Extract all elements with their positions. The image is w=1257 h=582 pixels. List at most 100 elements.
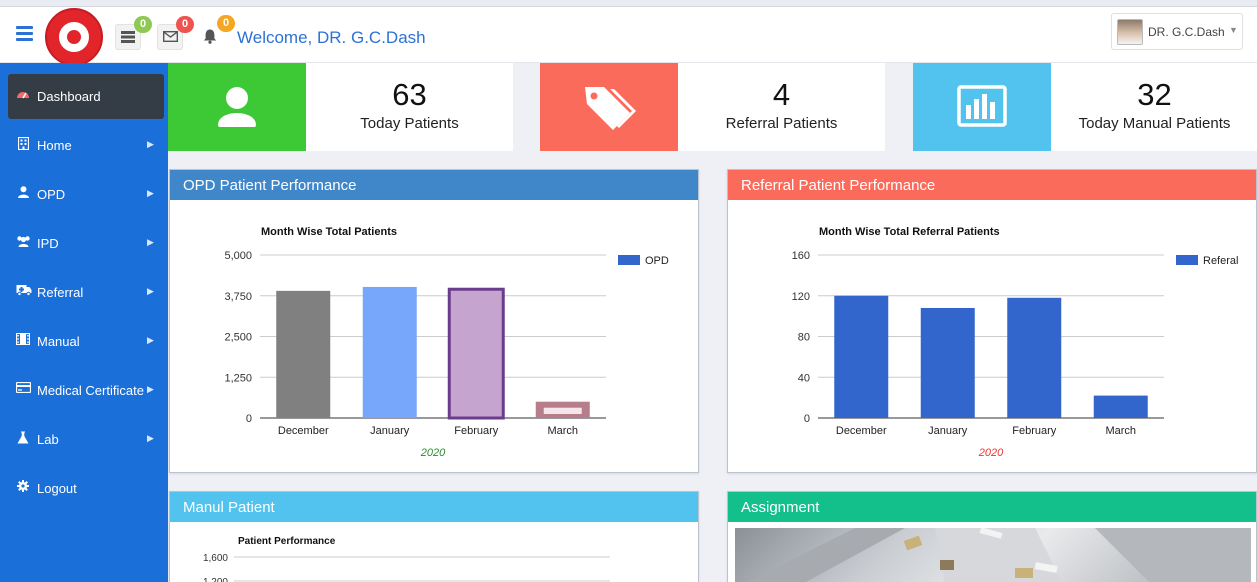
- referral-performance-panel: Referral Patient Performance Month Wise …: [727, 169, 1257, 473]
- panel-title: Manul Patient: [170, 492, 698, 522]
- stat-label: Referral Patients: [725, 115, 838, 132]
- opd-performance-panel: OPD Patient Performance Month Wise Total…: [169, 169, 699, 473]
- chart-bar: [834, 295, 889, 418]
- stat-card-today-patients[interactable]: 63 Today Patients: [168, 63, 513, 151]
- indian-railways-logo[interactable]: [45, 8, 103, 66]
- sidebar: Dashboard Home ▶ OPD ▶ IPD ▶ Referral ▶ …: [0, 63, 168, 582]
- sidebar-item-label: Logout: [37, 481, 77, 496]
- sidebar-item-label: Lab: [37, 432, 59, 447]
- sidebar-item-home[interactable]: Home ▶: [8, 123, 164, 168]
- avatar: [1117, 19, 1143, 45]
- chart-bar: [1007, 297, 1062, 418]
- y-tick-label: 80: [798, 332, 810, 344]
- notifications-badge: 0: [217, 15, 235, 32]
- user-icon: [16, 186, 30, 200]
- welcome-message: Welcome, DR. G.C.Dash: [237, 28, 426, 47]
- sidebar-item-referral[interactable]: Referral ▶: [8, 270, 164, 315]
- building-icon: [16, 136, 30, 151]
- sidebar-item-label: Home: [37, 138, 72, 153]
- sidebar-item-dashboard[interactable]: Dashboard: [8, 74, 164, 119]
- panel-title: Referral Patient Performance: [728, 170, 1256, 200]
- tasks-icon[interactable]: 0: [115, 16, 152, 50]
- x-tick-label: February: [454, 425, 499, 437]
- chart-bar: [447, 287, 505, 420]
- sidebar-item-lab[interactable]: Lab ▶: [8, 417, 164, 462]
- chart-bar: [276, 290, 331, 418]
- envelope-icon[interactable]: 0: [157, 16, 194, 50]
- legend-swatch: [618, 255, 640, 265]
- y-tick-label: 3,750: [224, 291, 252, 303]
- chart-bar: [920, 307, 975, 418]
- chart-title: Month Wise Total Patients: [261, 226, 397, 238]
- header: 0 0 0 Welcome, DR. G.C.Dash DR. G.C.Dash…: [0, 7, 1257, 66]
- manual-patient-panel: Manul Patient Patient Performance 1,600 1,…: [169, 491, 699, 582]
- user-menu-dropdown[interactable]: DR. G.C.Dash ▼: [1111, 13, 1243, 50]
- x-tick-label: February: [1012, 425, 1057, 437]
- x-tick-label: January: [370, 425, 410, 437]
- x-axis-label: 2020: [420, 447, 446, 459]
- user-name: DR. G.C.Dash: [1148, 25, 1225, 39]
- sidebar-item-logout[interactable]: Logout: [8, 466, 164, 511]
- menu-toggle-icon[interactable]: [16, 26, 33, 41]
- y-tick-label: 1,600: [203, 553, 228, 564]
- y-tick-label: 0: [246, 413, 252, 425]
- sidebar-item-opd[interactable]: OPD ▶: [8, 172, 164, 217]
- bar-chart-icon: [913, 63, 1051, 151]
- y-tick-label: 5,000: [224, 250, 252, 262]
- sidebar-item-medical-certificate[interactable]: Medical Certificate ▶: [8, 368, 164, 413]
- x-tick-label: March: [1105, 425, 1136, 437]
- gear-icon: [16, 480, 30, 494]
- panel-title: Assignment: [728, 492, 1256, 522]
- flask-icon: [16, 431, 30, 445]
- tachometer-icon: [16, 88, 30, 102]
- legend-label: OPD: [645, 255, 669, 267]
- y-tick-label: 0: [804, 413, 810, 425]
- chart-title: Month Wise Total Referral Patients: [819, 226, 1000, 238]
- referral-chart: Month Wise Total Referral Patients 160 120…: [792, 226, 1239, 459]
- x-tick-label: January: [928, 425, 968, 437]
- caret-right-icon: ▶: [147, 188, 154, 198]
- stat-value: 63: [392, 77, 427, 112]
- stat-value: 4: [772, 77, 791, 112]
- opd-chart: Month Wise Total Patients 5,000 3,750 2,500…: [224, 226, 669, 459]
- legend-swatch: [1176, 255, 1198, 265]
- assignment-panel: Assignment: [727, 491, 1257, 582]
- tasks-badge: 0: [134, 16, 152, 33]
- chart-bar: [362, 286, 417, 418]
- y-tick-label: 1,250: [224, 372, 252, 384]
- y-tick-label: 120: [792, 291, 810, 303]
- sidebar-item-label: Manual: [37, 334, 80, 349]
- sidebar-item-label: IPD: [37, 236, 59, 251]
- caret-right-icon: ▶: [147, 237, 154, 247]
- bell-icon[interactable]: 0: [197, 15, 235, 50]
- messages-badge: 0: [176, 16, 194, 33]
- sidebar-item-ipd[interactable]: IPD ▶: [8, 221, 164, 266]
- credit-card-icon: [15, 381, 32, 396]
- stat-label: Today Manual Patients: [1078, 115, 1231, 132]
- caret-right-icon: ▶: [147, 286, 154, 296]
- caret-right-icon: ▶: [147, 384, 154, 394]
- legend-label: Referal: [1203, 255, 1238, 267]
- y-tick-label: 2,500: [224, 332, 252, 344]
- stat-value: 32: [1137, 77, 1172, 112]
- x-tick-label: December: [836, 425, 887, 437]
- chart-bar: [1093, 395, 1148, 418]
- y-tick-label: 160: [792, 250, 810, 262]
- x-tick-label: March: [547, 425, 578, 437]
- caret-right-icon: ▶: [147, 433, 154, 443]
- user-icon: [168, 63, 306, 151]
- top-edge: [0, 0, 1257, 7]
- sidebar-item-label: Referral: [37, 285, 84, 300]
- sidebar-item-label: Dashboard: [37, 89, 101, 104]
- stat-card-referral-patients[interactable]: 4 Referral Patients: [540, 63, 885, 151]
- x-tick-label: December: [278, 425, 329, 437]
- y-tick-label: 1,200: [203, 577, 228, 582]
- manual-chart: Patient Performance 1,600 1,200: [203, 536, 610, 582]
- chart-title: Patient Performance: [238, 536, 336, 547]
- sidebar-item-label: OPD: [37, 187, 66, 202]
- film-icon: [15, 332, 31, 347]
- chart-bar-highlight: [543, 407, 582, 414]
- stat-card-today-manual-patients[interactable]: 32 Today Manual Patients: [913, 63, 1257, 151]
- caret-right-icon: ▶: [147, 335, 154, 345]
- sidebar-item-manual[interactable]: Manual ▶: [8, 319, 164, 364]
